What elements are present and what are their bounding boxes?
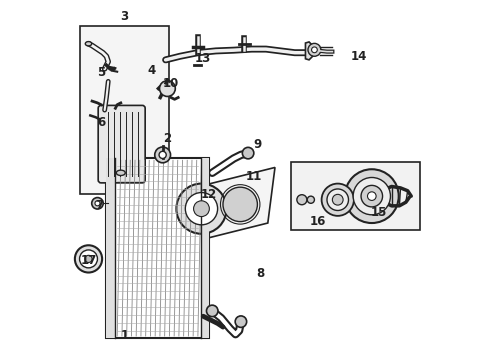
Text: 11: 11 [245, 170, 261, 183]
Text: 9: 9 [252, 138, 261, 150]
Circle shape [75, 245, 102, 273]
Circle shape [242, 147, 253, 159]
Circle shape [360, 185, 382, 207]
Text: 4: 4 [147, 64, 155, 77]
Text: 7: 7 [95, 199, 103, 212]
Circle shape [80, 250, 97, 268]
Text: 2: 2 [163, 132, 171, 145]
Circle shape [352, 177, 389, 215]
Polygon shape [182, 167, 274, 244]
Circle shape [85, 255, 92, 262]
Text: 14: 14 [350, 50, 366, 63]
Circle shape [206, 305, 218, 317]
Circle shape [326, 189, 348, 211]
Circle shape [235, 316, 246, 327]
Text: 12: 12 [200, 188, 216, 201]
Circle shape [296, 195, 306, 205]
Ellipse shape [85, 41, 92, 46]
Text: 8: 8 [256, 267, 264, 280]
Text: 3: 3 [120, 10, 128, 23]
Text: 10: 10 [163, 77, 179, 90]
Text: 13: 13 [195, 51, 211, 64]
Circle shape [185, 193, 217, 225]
Bar [201, 158, 208, 338]
Circle shape [233, 198, 246, 211]
Text: 16: 16 [309, 215, 325, 228]
Bar [290, 162, 419, 230]
Circle shape [176, 184, 226, 234]
Ellipse shape [116, 170, 125, 176]
Text: 6: 6 [97, 116, 105, 129]
Bar [106, 158, 208, 338]
Circle shape [92, 198, 103, 209]
Circle shape [332, 194, 343, 205]
Text: 5: 5 [97, 66, 105, 79]
Circle shape [193, 201, 209, 217]
Circle shape [95, 201, 100, 206]
Circle shape [307, 43, 320, 56]
Circle shape [159, 81, 175, 96]
Circle shape [228, 193, 251, 216]
Circle shape [159, 151, 166, 158]
Circle shape [367, 192, 375, 201]
Text: 15: 15 [370, 206, 386, 219]
Circle shape [154, 147, 170, 163]
Text: 17: 17 [80, 254, 97, 267]
Circle shape [321, 184, 353, 216]
FancyBboxPatch shape [98, 105, 145, 183]
Circle shape [311, 47, 317, 53]
Bar [106, 158, 115, 338]
Bar [80, 26, 169, 194]
Circle shape [223, 187, 257, 222]
Text: 1: 1 [120, 329, 128, 342]
Circle shape [306, 196, 314, 203]
Polygon shape [305, 42, 314, 60]
Circle shape [344, 169, 398, 223]
